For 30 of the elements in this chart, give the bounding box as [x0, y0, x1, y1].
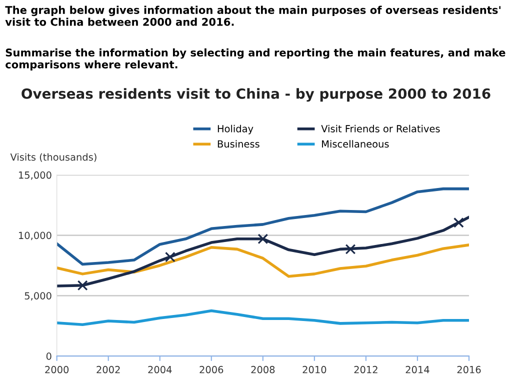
- line-series: [56, 244, 469, 278]
- y-tick-label: 15,000: [19, 171, 52, 180]
- line-series: [56, 216, 469, 288]
- chart-title: Overseas residents visit to China - by purpose 2000 to 2016: [22, 88, 490, 102]
- line-series: [56, 187, 469, 266]
- x-tick-label: 2004: [148, 366, 172, 374]
- legend-label: Holiday: [218, 124, 254, 134]
- y-tick-label: 0: [46, 352, 52, 360]
- legend-label: Visit Friends or Relatives: [321, 124, 440, 132]
- point: [77, 280, 88, 291]
- point: [453, 217, 464, 228]
- text: The graph below gives information about the main purposes of overseas residents' visit to China between 2000 and 2016.: [5, 6, 500, 26]
- x-tick-label: 2010: [302, 366, 326, 374]
- x-tick-label: 2012: [354, 366, 378, 374]
- x-tick-label: 2016: [457, 366, 481, 374]
- text: Summarise the information by selecting and reporting the main features, and make comparisons where relevant.: [6, 48, 506, 70]
- point: [164, 252, 176, 262]
- legend-label: Miscellaneous: [322, 140, 389, 148]
- y-axis-title: Visits (thousands): [10, 153, 96, 162]
- line-series: [56, 309, 469, 326]
- y-tick-label: 5,000: [24, 292, 52, 300]
- x-tick-label: 2006: [200, 366, 224, 374]
- legend-label: Business: [218, 140, 260, 148]
- x-tick-label: 2000: [45, 366, 69, 374]
- x-tick-label: 2008: [251, 366, 275, 374]
- y-tick-label: 10,000: [19, 232, 52, 240]
- point: [345, 244, 356, 254]
- point: [258, 234, 268, 244]
- x-tick-label: 2014: [406, 366, 430, 374]
- x-tick-label: 2002: [96, 366, 120, 374]
